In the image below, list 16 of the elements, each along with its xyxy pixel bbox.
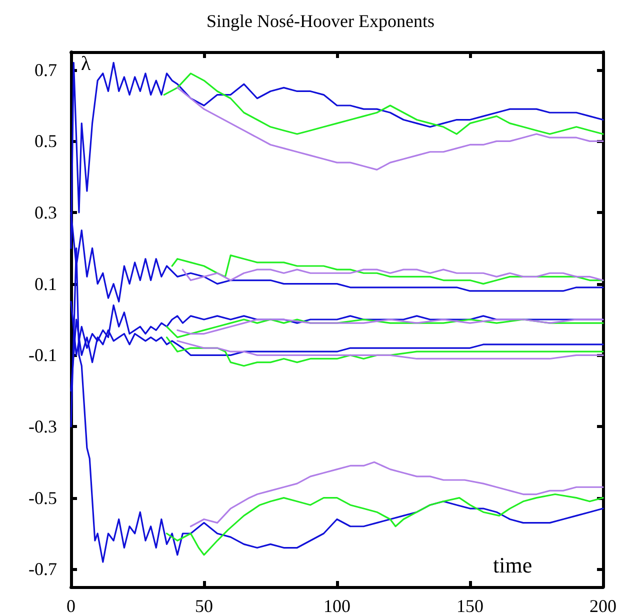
x-tick-label: 150 [456,596,484,615]
x-tick-label: 50 [195,596,213,615]
x-tick-label: 0 [66,596,76,615]
y-tick-label: 0.1 [34,274,57,294]
y-tick-label: -0.5 [28,488,57,508]
y-tick-label: 0.5 [34,131,57,152]
y-tick-label: 0.7 [34,60,57,80]
x-axis-title: time [493,552,532,578]
y-axis-title: λ [81,53,91,75]
y-tick-label: -0.1 [28,345,57,366]
x-tick-label: 100 [324,596,350,615]
y-tick-label: -0.3 [28,416,57,436]
y-tick-label: 0.3 [34,202,57,222]
y-tick-label: -0.7 [28,559,57,580]
x-tick-label: 200 [590,596,616,615]
chart-title: Single Nosé-Hoover Exponents [206,11,434,31]
